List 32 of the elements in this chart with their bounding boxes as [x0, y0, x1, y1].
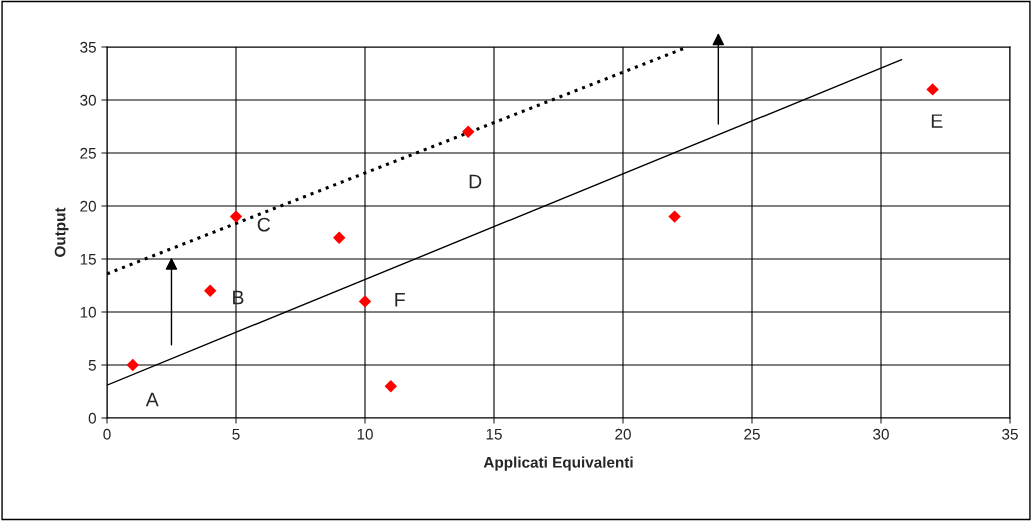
point	[229, 210, 243, 223]
annotation: E	[931, 114, 943, 128]
annotation: F	[395, 293, 405, 307]
annotation: A	[145, 392, 159, 407]
y-tick-label: 25	[80, 147, 96, 159]
y-tick-label: 30	[80, 94, 96, 106]
x-axis-title: Applicati Equivalenti	[483, 456, 633, 471]
y-tick-label: 5	[88, 360, 96, 371]
point	[926, 83, 939, 96]
x-tick-label: 10	[357, 428, 373, 440]
y-axis-title: Output	[54, 207, 69, 257]
x-tick-label: 5	[232, 428, 240, 440]
point	[384, 379, 398, 393]
point	[461, 125, 475, 139]
point	[668, 210, 681, 223]
x-tick-label: 25	[744, 428, 760, 440]
point	[126, 358, 140, 372]
x-tick-label: 15	[486, 428, 502, 440]
y-tick-label: 0	[88, 412, 96, 424]
point	[358, 295, 372, 308]
point	[332, 231, 346, 245]
x-tick-label: 30	[873, 428, 889, 440]
y-tick-label: 15	[80, 254, 96, 265]
y-tick-label: 10	[80, 306, 96, 318]
y-tick-label: 20	[80, 200, 96, 212]
x-tick-label: 0	[103, 428, 111, 440]
x-tick-label: 35	[1002, 428, 1018, 440]
point	[203, 284, 217, 298]
annotation: C	[257, 217, 271, 232]
annotation: D	[469, 174, 482, 189]
x-tick-label: 20	[615, 428, 631, 440]
y-tick-label: 35	[80, 41, 96, 53]
